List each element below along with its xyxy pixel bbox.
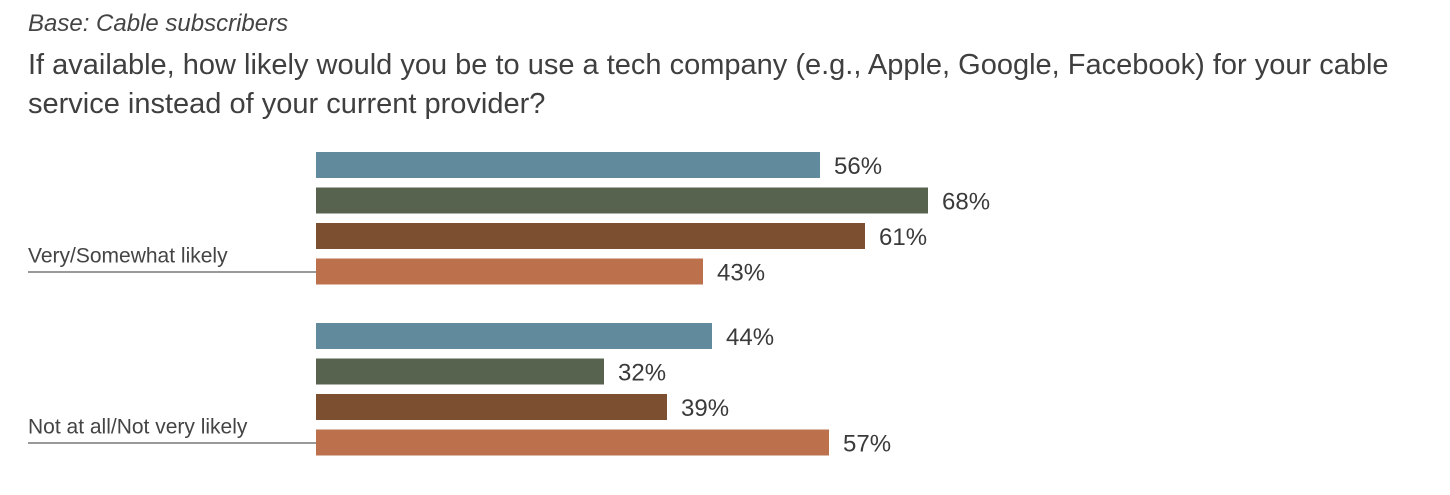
data-label-1-1: 56% <box>834 153 882 180</box>
data-label-2-3: 39% <box>681 395 729 422</box>
data-label-2-1: 44% <box>726 324 774 351</box>
category-label-2: Not at all/Not very likely <box>28 416 248 439</box>
category-label-1: Very/Somewhat likely <box>28 245 228 268</box>
bar-1-4 <box>316 258 703 285</box>
base-label: Base: Cable subscribers <box>28 10 289 37</box>
bar-2-2 <box>316 358 604 385</box>
bar-1-3 <box>316 223 865 249</box>
data-label-1-3: 61% <box>879 224 927 251</box>
data-label-1-2: 68% <box>942 189 990 216</box>
bar-1-2 <box>316 187 928 214</box>
question-title: If available, how likely would you be to… <box>28 49 1389 120</box>
data-label-1-4: 43% <box>717 260 765 287</box>
data-label-2-4: 57% <box>843 431 891 458</box>
bar-2-4 <box>316 429 829 456</box>
bar-2-3 <box>316 394 667 420</box>
bar-2-1 <box>316 323 712 349</box>
data-label-2-2: 32% <box>618 360 666 387</box>
bar-1-1 <box>316 152 820 178</box>
